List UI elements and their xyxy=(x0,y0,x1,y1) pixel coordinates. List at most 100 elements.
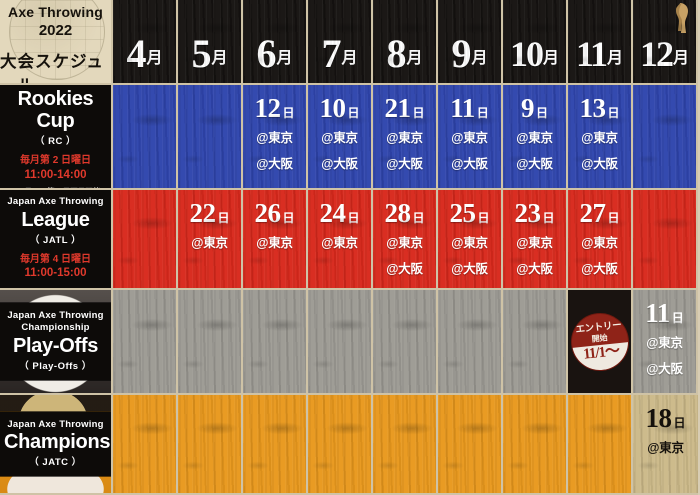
cell-playoffs-4 xyxy=(113,290,178,395)
venue: @東京 xyxy=(516,236,553,251)
cell-championship-12: 18 日 @東京 xyxy=(633,395,698,495)
venue: @大阪 xyxy=(386,157,423,172)
month-number: 11 xyxy=(575,34,608,75)
event-name: Play-Offs xyxy=(12,334,99,357)
month-header-6: 6 月 xyxy=(243,0,308,85)
month-unit: 月 xyxy=(471,50,488,67)
day-unit: 日 xyxy=(476,106,489,121)
event-name: Championship xyxy=(4,431,111,454)
row-label-playoffs: Japan Axe Throwing Championship Play-Off… xyxy=(0,290,113,395)
month-unit: 月 xyxy=(406,50,423,67)
month-header-10: 10 月 xyxy=(503,0,568,85)
cell-rookies-7: 10 日 @東京 @大阪 xyxy=(308,85,373,190)
event-name: League xyxy=(21,208,90,231)
cell-league-8: 28 日 @東京 @大阪 xyxy=(373,190,438,290)
month-unit: 月 xyxy=(542,50,559,67)
month-header-4: 4 月 xyxy=(113,0,178,85)
venue: @東京 xyxy=(647,441,684,456)
venue: @大阪 xyxy=(646,362,683,377)
cell-playoffs-8 xyxy=(373,290,438,395)
event-abbr: （ Play-Offs ） xyxy=(19,360,92,372)
event-subtitle: Axe Throwing xyxy=(4,85,107,87)
day-number: 21 xyxy=(384,93,411,123)
month-header-7: 7 月 xyxy=(308,0,373,85)
month-number: 10 xyxy=(509,34,544,75)
venue: @東京 xyxy=(581,131,618,146)
cell-playoffs-10 xyxy=(503,290,568,395)
month-header-5: 5 月 xyxy=(178,0,243,85)
cell-league-9: 25 日 @東京 @大阪 xyxy=(438,190,503,290)
month-header-8: 8 月 xyxy=(373,0,438,85)
row-label-rookies: Axe Throwing Rookies Cup （ RC ） 毎月第 2 日曜… xyxy=(0,85,113,190)
month-unit: 月 xyxy=(672,50,689,67)
day-number: 26 xyxy=(254,198,281,228)
cell-playoffs-9 xyxy=(438,290,503,395)
day-number: 11 xyxy=(450,93,475,123)
venue: @東京 xyxy=(191,236,228,251)
venue: @東京 xyxy=(516,131,553,146)
org-name: JAAT xyxy=(37,0,75,2)
venue: @大阪 xyxy=(581,262,618,277)
playoffs-plaque: Japan Axe Throwing Championship Play-Off… xyxy=(0,303,111,380)
cell-rookies-5 xyxy=(178,85,243,190)
cell-playoffs-7 xyxy=(308,290,373,395)
day-unit: 日 xyxy=(477,211,490,226)
month-unit: 月 xyxy=(211,50,228,67)
day-unit: 日 xyxy=(542,211,555,226)
cell-rookies-11: 13 日 @東京 @大阪 xyxy=(568,85,633,190)
venue: @大阪 xyxy=(516,157,553,172)
venue: @大阪 xyxy=(321,157,358,172)
day-number: 18 xyxy=(645,403,672,433)
stamp-date: 11/1〜 xyxy=(581,342,620,362)
cell-championship-7 xyxy=(308,395,373,495)
month-number: 7 xyxy=(321,30,341,76)
month-number: 4 xyxy=(126,30,146,76)
cell-playoffs-6 xyxy=(243,290,308,395)
cell-rookies-8: 21 日 @東京 @大阪 xyxy=(373,85,438,190)
league-plaque: Japan Axe Throwing League （ JATL ） 毎月第 4… xyxy=(0,190,111,288)
cell-league-4 xyxy=(113,190,178,290)
month-unit: 月 xyxy=(341,50,358,67)
cell-rookies-4 xyxy=(113,85,178,190)
month-number: 8 xyxy=(386,30,406,76)
cell-playoffs-12: 11 日 @東京 @大阪 xyxy=(633,290,698,395)
venue: @大阪 xyxy=(451,262,488,277)
cell-league-6: 26 日 @東京 xyxy=(243,190,308,290)
row-label-championship: Japan Axe Throwing Championship （ JATC ） xyxy=(0,395,113,495)
championship-plaque: Japan Axe Throwing Championship （ JATC ） xyxy=(0,411,111,477)
month-unit: 月 xyxy=(146,50,163,67)
cell-playoffs-11: エントリー 開始 11/1〜 xyxy=(568,290,633,395)
day-unit: 日 xyxy=(282,211,295,226)
month-header-9: 9 月 xyxy=(438,0,503,85)
cell-championship-5 xyxy=(178,395,243,495)
entry-open-stamp: エントリー 開始 11/1〜 xyxy=(568,309,631,374)
cell-championship-11 xyxy=(568,395,633,495)
event-subtitle: Japan Axe Throwing xyxy=(7,418,104,430)
stamp-line2: 開始 xyxy=(590,332,608,344)
day-number: 23 xyxy=(514,198,541,228)
day-unit: 日 xyxy=(217,211,230,226)
venue: @東京 xyxy=(646,336,683,351)
day-number: 27 xyxy=(579,198,606,228)
event-subtitle: Japan Axe Throwing xyxy=(7,195,104,207)
cell-playoffs-5 xyxy=(178,290,243,395)
cell-championship-8 xyxy=(373,395,438,495)
globe-icon xyxy=(9,0,105,80)
event-time: 11:00-14:00 xyxy=(24,168,87,181)
venue: @東京 xyxy=(581,236,618,251)
cell-rookies-12 xyxy=(633,85,698,190)
month-header-11: 11 月 xyxy=(568,0,633,85)
venue: @東京 xyxy=(321,131,358,146)
venue: @大阪 xyxy=(386,262,423,277)
cell-rookies-6: 12 日 @東京 @大阪 xyxy=(243,85,308,190)
sport-name: Axe Throwing xyxy=(8,4,103,21)
venue: @東京 xyxy=(451,131,488,146)
axe-icon xyxy=(676,3,688,33)
day-number: 12 xyxy=(254,93,281,123)
cell-rookies-9: 11 日 @東京 @大阪 xyxy=(438,85,503,190)
month-unit: 月 xyxy=(607,50,624,67)
day-number: 22 xyxy=(189,198,216,228)
day-unit: 日 xyxy=(671,311,684,326)
venue: @大阪 xyxy=(451,157,488,172)
